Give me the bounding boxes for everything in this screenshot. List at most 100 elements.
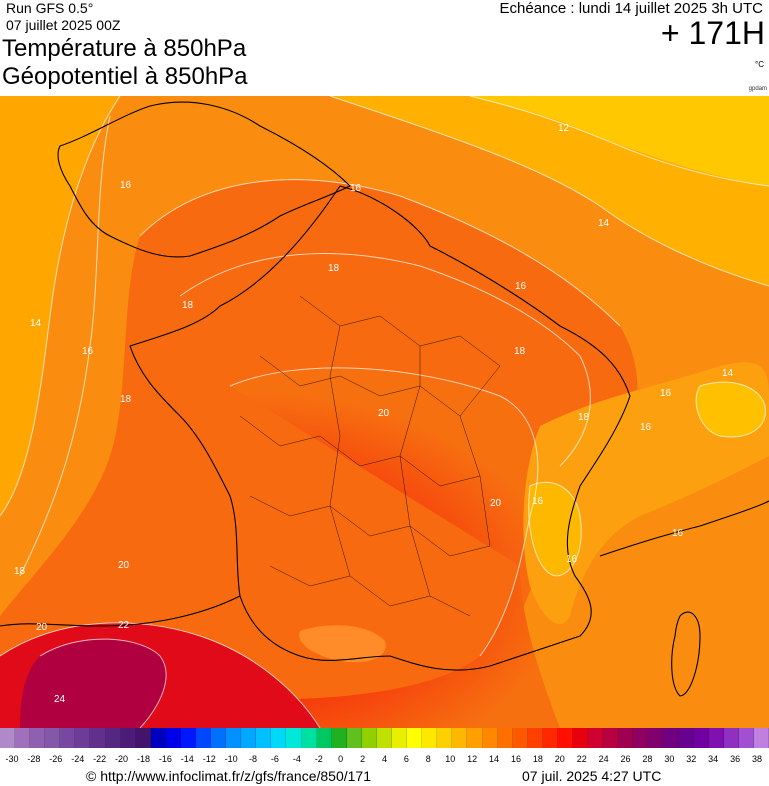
scale-tick-label: 28 [642,754,653,764]
scale-swatch [150,728,166,748]
scale-tick-label: 10 [445,754,456,764]
scale-tick-label: -24 [71,754,85,764]
scale-swatch [165,728,181,748]
scale-tick-label: -4 [292,754,301,764]
scale-tick-label: 26 [620,754,631,764]
map-title-temperature: Température à 850hPa [2,35,247,62]
france-coast [129,185,631,671]
field-alps-14 [696,382,766,437]
scale-tick-label: -20 [115,754,129,764]
scale-swatch [753,728,769,748]
scale-tick-label: -28 [27,754,41,764]
contour-14 [329,96,769,287]
contour-label: 18 [14,566,26,577]
scale-swatch [0,728,16,748]
scale-swatch [738,728,754,748]
scale-swatch [392,728,408,748]
scale-swatch [211,728,227,748]
scale-tick-label: 6 [403,754,409,764]
scale-tick-label: 4 [381,754,388,764]
contour-label: 14 [30,318,42,329]
scale-swatch [60,728,76,748]
scale-tick-label: -18 [136,754,150,764]
scale-tick-label: 22 [576,754,587,764]
scale-tick-label: 12 [467,754,478,764]
contour-label: 18 [328,263,340,274]
source-url: © http://www.infoclimat.fr/z/gfs/france/… [86,768,371,784]
scale-tick-label: -2 [314,754,323,764]
forecast-valid-time: Echéance : lundi 14 juillet 2025 3h UTC [499,0,764,17]
field-under-12 [470,96,769,186]
department-borders [239,295,501,617]
scale-swatch [723,728,739,748]
scale-tick-label: 18 [532,754,543,764]
scale-tick-label: 34 [708,754,719,764]
contour-label: 18 [182,300,194,311]
contour-label: 14 [598,218,610,229]
contour-label: 12 [558,123,570,134]
scale-swatch [105,728,121,748]
scale-swatch [527,728,543,748]
contour-12 [469,96,769,187]
corsica [671,611,701,697]
scale-tick-label: -22 [93,754,107,764]
contour-label: 16 [120,180,132,191]
scale-swatch [256,728,272,748]
contour-label: 16 [640,422,652,433]
scale-swatch [693,728,709,748]
scale-swatch [135,728,151,748]
scale-swatch [467,728,483,748]
scale-swatch [331,728,347,748]
scale-tick-label: 8 [425,754,431,764]
scale-swatch [301,728,317,748]
scale-tick-label: 2 [360,754,366,764]
scale-swatch [376,728,393,748]
run-label: Run GFS 0.5° [6,0,94,16]
run-date: 07 juillet 2025 00Z [6,17,121,33]
scale-swatch [286,728,302,748]
contour-label: 18 [578,412,590,423]
scale-swatch [180,728,197,748]
scale-tick-label: 20 [554,754,565,764]
scale-swatch [482,728,498,748]
contour-alps [528,481,582,577]
scale-tick-label: 36 [730,754,741,764]
scale-tick-label: 24 [598,754,609,764]
contour-20 [229,367,539,657]
scale-swatch [90,728,106,748]
scale-swatch [120,728,136,748]
contour-label: 20 [378,408,390,419]
scale-tick-label: 16 [510,754,521,764]
unit-label: °C [755,60,764,69]
contour-label: 16 [515,281,527,292]
scale-swatch [588,728,604,748]
contour-label: 16 [672,528,684,539]
contour-label: 14 [722,368,734,379]
lead-time: + 171H [660,15,765,51]
scale-swatch [572,728,589,748]
scale-swatch [618,728,634,748]
scale-swatch [196,728,212,748]
field-24-plus [20,639,167,728]
scale-tick-label: -10 [224,754,238,764]
scale-swatch [603,728,619,748]
generated-timestamp: 07 juil. 2025 4:27 UTC [522,768,662,784]
color-scale-ticks: -30 -28 -26 -24 -22 -20 -18 -16 -14 -12 -10 -8 -6 -4-… [0,754,769,766]
scale-swatch [30,728,46,748]
contour-label: 18 [514,346,526,357]
map-title-geopotential: Géopotentiel à 850hPa [2,63,248,90]
contour-16 [139,179,621,327]
field-pyrenees-cool [299,625,386,663]
contour-18 [179,253,591,467]
scale-tick-label: -12 [202,754,216,764]
scale-swatch [15,728,31,748]
scale-swatch [226,728,242,748]
scale-swatch [437,728,453,748]
field-18-20 [0,179,638,728]
contour-label: 16 [660,388,672,399]
scale-swatch [407,728,423,748]
scale-swatch [708,728,724,748]
contour-label: 16 [82,346,94,357]
contour-label: 22 [118,620,130,631]
field-west-14 [0,96,120,516]
